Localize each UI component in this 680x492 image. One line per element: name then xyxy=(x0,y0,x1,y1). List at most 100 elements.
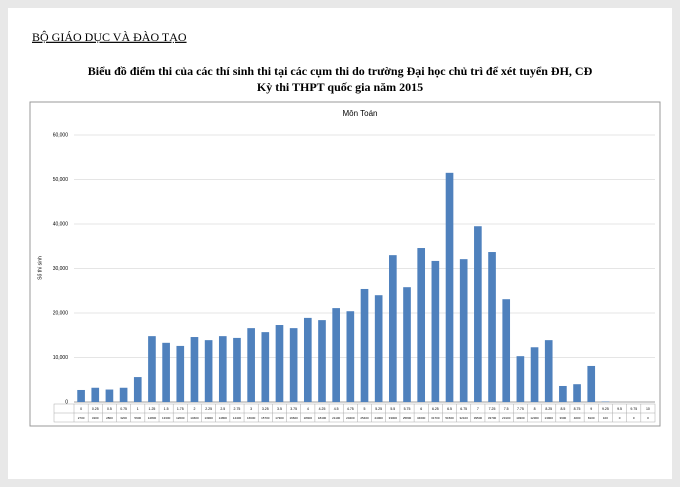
bar xyxy=(573,384,581,402)
bar xyxy=(134,377,142,402)
y-tick-label: 0 xyxy=(65,399,68,405)
x-tick-label: 4.25 xyxy=(319,407,326,411)
x-tick-label: 9.25 xyxy=(602,407,609,411)
bar xyxy=(531,347,539,402)
table-value: 14800 xyxy=(219,416,228,420)
chart-title: Môn Toán xyxy=(343,109,378,118)
bar xyxy=(77,390,85,402)
x-tick-label: 6.5 xyxy=(447,407,452,411)
table-value: 13900 xyxy=(204,416,213,420)
bar xyxy=(191,337,199,402)
bar xyxy=(162,343,170,402)
table-value: 2700 xyxy=(78,416,85,420)
bar xyxy=(120,388,128,402)
x-tick-label: 6 xyxy=(420,407,422,411)
table-value: 17300 xyxy=(275,416,284,420)
table-value: 100 xyxy=(603,416,608,420)
bar xyxy=(247,328,255,402)
table-value: 51500 xyxy=(445,416,454,420)
y-tick-label: 50,000 xyxy=(53,177,69,183)
x-tick-label: 4.5 xyxy=(334,407,339,411)
x-tick-label: 0 xyxy=(80,407,82,411)
table-value: 13900 xyxy=(545,416,554,420)
x-tick-label: 1.5 xyxy=(164,407,169,411)
table-value: 14800 xyxy=(148,416,157,420)
bar xyxy=(91,388,99,402)
x-tick-label: 9.5 xyxy=(617,407,622,411)
x-tick-label: 7.75 xyxy=(517,407,524,411)
x-tick-label: 2.25 xyxy=(205,407,212,411)
table-value: 16600 xyxy=(247,416,256,420)
bar xyxy=(417,248,425,402)
bar xyxy=(432,261,440,402)
bar xyxy=(474,226,482,402)
bar xyxy=(148,336,156,402)
y-tick-label: 20,000 xyxy=(53,310,69,316)
x-tick-label: 3.25 xyxy=(262,407,269,411)
x-tick-label: 0.25 xyxy=(92,407,99,411)
x-tick-label: 8.75 xyxy=(574,407,581,411)
table-value: 34600 xyxy=(417,416,426,420)
bar xyxy=(176,346,184,402)
x-tick-label: 4 xyxy=(307,407,309,411)
bar xyxy=(304,318,312,402)
table-value: 14400 xyxy=(233,416,242,420)
y-tick-label: 60,000 xyxy=(53,132,69,138)
x-tick-label: 2.75 xyxy=(234,407,241,411)
table-value: 32100 xyxy=(460,416,469,420)
bar xyxy=(332,308,340,402)
y-tick-label: 30,000 xyxy=(53,266,69,272)
x-tick-label: 3.5 xyxy=(277,407,282,411)
bar xyxy=(219,336,227,402)
table-value: 18400 xyxy=(318,416,327,420)
bar xyxy=(587,366,595,402)
x-tick-label: 4.75 xyxy=(347,407,354,411)
subtitle: Kỳ thi THPT quốc gia năm 2015 xyxy=(257,80,423,94)
x-tick-label: 9 xyxy=(590,407,592,411)
table-value: 21100 xyxy=(332,416,340,420)
table-value: 15700 xyxy=(261,416,270,420)
x-tick-label: 0.5 xyxy=(107,407,112,411)
table-value: 39500 xyxy=(474,416,483,420)
x-tick-label: 6.25 xyxy=(432,407,439,411)
x-tick-label: 2.5 xyxy=(220,407,225,411)
table-value: 14600 xyxy=(190,416,199,420)
x-tick-label: 1.75 xyxy=(177,407,184,411)
bar xyxy=(347,311,355,402)
x-tick-label: 2 xyxy=(193,407,195,411)
table-value: 33000 xyxy=(389,416,398,420)
bar xyxy=(545,340,553,402)
bar xyxy=(106,390,114,402)
table-value: 3200 xyxy=(92,416,99,420)
bar xyxy=(460,259,468,402)
x-tick-label: 6.75 xyxy=(460,407,467,411)
title: Biểu đồ điểm thi của các thí sinh thi tạ… xyxy=(88,64,593,78)
y-tick-label: 40,000 xyxy=(53,221,69,227)
table-value: 12600 xyxy=(176,416,185,420)
table-value: 24000 xyxy=(374,416,383,420)
table-value: 4000 xyxy=(574,416,581,420)
x-tick-label: 5.25 xyxy=(375,407,382,411)
y-tick-label: 10,000 xyxy=(53,355,69,361)
x-tick-label: 7 xyxy=(477,407,479,411)
bar xyxy=(276,325,284,402)
x-tick-label: 1.25 xyxy=(149,407,156,411)
table-value: 5600 xyxy=(134,416,141,420)
bar xyxy=(233,338,241,402)
x-tick-label: 5.5 xyxy=(390,407,395,411)
x-tick-label: 5 xyxy=(364,407,366,411)
table-value: 18900 xyxy=(304,416,313,420)
x-tick-label: 3 xyxy=(250,407,252,411)
table-value: 31700 xyxy=(431,416,440,420)
bar xyxy=(446,173,454,402)
bar xyxy=(318,320,326,402)
y-axis-label: Số thí sinh xyxy=(37,256,43,280)
x-tick-label: 10 xyxy=(646,407,650,411)
table-value: 25400 xyxy=(360,416,369,420)
x-tick-label: 0.75 xyxy=(120,407,127,411)
x-tick-label: 3.75 xyxy=(290,407,297,411)
bar xyxy=(559,386,567,402)
table-value: 2800 xyxy=(106,416,113,420)
